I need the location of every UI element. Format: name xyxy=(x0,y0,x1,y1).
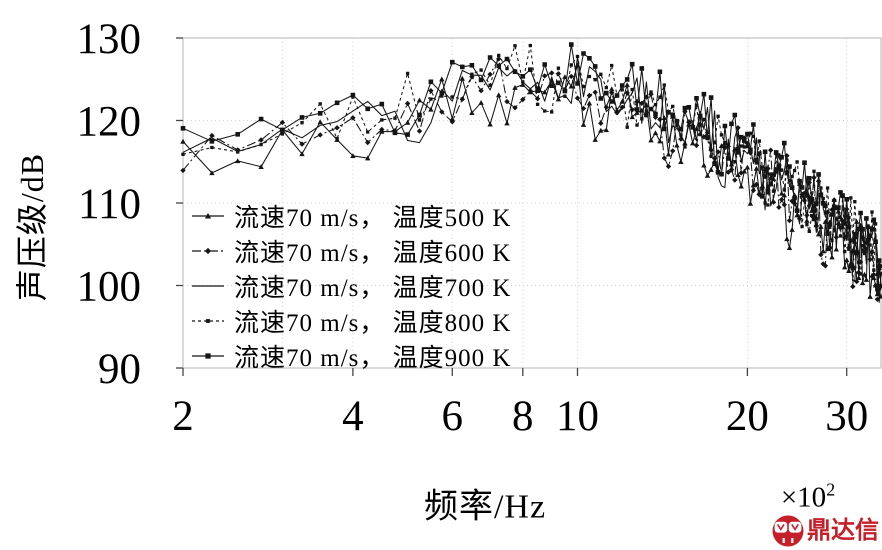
y-tick-label: 100 xyxy=(77,264,142,311)
legend-label: 流速70 m/s， 温度500 K xyxy=(234,204,512,232)
legend-label: 流速70 m/s， 温度800 K xyxy=(234,309,512,337)
multiplier-exponent: 2 xyxy=(826,479,836,500)
x-tick-label: 10 xyxy=(556,393,599,440)
x-axis-multiplier: ×102 xyxy=(781,480,835,515)
legend-label: 流速70 m/s， 温度700 K xyxy=(234,274,512,302)
watermark: 鼎达信 xyxy=(772,515,879,547)
legend: 流速70 m/s， 温度500 K 流速70 m/s， 温度600 K 流速70 m… xyxy=(191,198,511,373)
x-tick-label: 4 xyxy=(342,393,364,440)
y-tick-label: 90 xyxy=(98,346,141,393)
x-tick-label: 30 xyxy=(825,393,868,440)
y-tick-label: 130 xyxy=(77,16,142,63)
legend-item: 流速70 m/s， 温度900 K xyxy=(191,338,511,373)
legend-item: 流速70 m/s， 温度700 K xyxy=(191,268,511,303)
legend-item: 流速70 m/s， 温度800 K xyxy=(191,303,511,338)
watermark-text: 鼎达信 xyxy=(807,517,879,544)
legend-item: 流速70 m/s， 温度500 K xyxy=(191,198,511,233)
multiplier-base: ×10 xyxy=(780,481,827,514)
y-tick-label: 120 xyxy=(77,99,142,146)
legend-marker-icon xyxy=(192,318,224,323)
legend-marker-icon xyxy=(192,284,224,287)
x-tick-label: 20 xyxy=(726,393,769,440)
x-tick-label: 6 xyxy=(442,393,464,440)
y-axis-title: 声压级/dB xyxy=(14,152,50,302)
legend-marker-icon xyxy=(192,212,224,219)
legend-marker-icon xyxy=(192,247,224,254)
legend-marker-icon xyxy=(192,352,224,359)
legend-label: 流速70 m/s， 温度900 K xyxy=(234,344,512,372)
legend-item: 流速70 m/s， 温度600 K xyxy=(191,233,511,268)
legend-label: 流速70 m/s， 温度600 K xyxy=(234,239,512,267)
series-line xyxy=(182,56,882,303)
x-tick-label: 2 xyxy=(172,393,194,440)
watermark-logo-icon xyxy=(772,515,804,547)
x-axis-title: 频率/Hz xyxy=(423,488,547,526)
y-tick-label: 110 xyxy=(78,181,141,228)
x-tick-label: 8 xyxy=(512,393,534,440)
